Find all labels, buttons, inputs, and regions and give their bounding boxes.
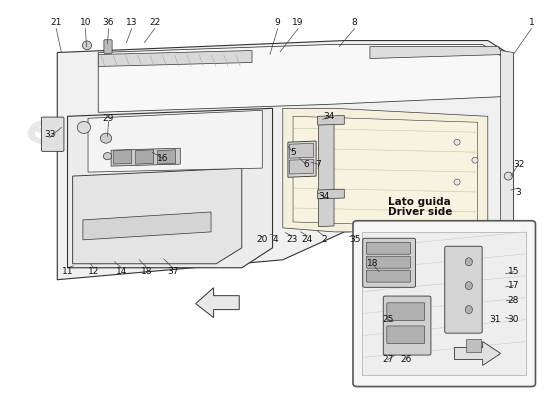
FancyBboxPatch shape — [363, 238, 416, 287]
FancyBboxPatch shape — [387, 303, 425, 320]
Polygon shape — [288, 141, 316, 177]
Text: Lato guida: Lato guida — [388, 197, 450, 207]
Text: 16: 16 — [157, 154, 168, 163]
Text: 7: 7 — [315, 160, 321, 169]
Ellipse shape — [465, 258, 472, 266]
Text: 24: 24 — [302, 235, 313, 244]
Text: 12: 12 — [87, 267, 99, 276]
Polygon shape — [98, 44, 508, 112]
Polygon shape — [289, 159, 314, 174]
Polygon shape — [114, 150, 131, 164]
FancyBboxPatch shape — [466, 339, 481, 352]
FancyBboxPatch shape — [387, 326, 425, 344]
Text: 17: 17 — [508, 281, 519, 290]
Polygon shape — [318, 189, 344, 199]
Text: 36: 36 — [103, 18, 114, 27]
Text: 35: 35 — [349, 235, 360, 244]
Polygon shape — [136, 150, 153, 164]
FancyBboxPatch shape — [366, 256, 410, 268]
Ellipse shape — [77, 122, 91, 134]
Polygon shape — [158, 150, 175, 164]
Text: 27: 27 — [382, 355, 394, 364]
Polygon shape — [283, 108, 488, 232]
Ellipse shape — [465, 282, 472, 290]
Polygon shape — [289, 143, 314, 158]
Text: 14: 14 — [116, 267, 127, 276]
Text: 3: 3 — [516, 188, 521, 196]
Text: 34: 34 — [318, 192, 329, 200]
Polygon shape — [454, 342, 500, 366]
Text: 19: 19 — [293, 18, 304, 27]
Polygon shape — [57, 40, 514, 280]
Text: 10: 10 — [80, 18, 91, 27]
Ellipse shape — [472, 157, 478, 163]
Polygon shape — [318, 120, 334, 227]
Polygon shape — [111, 148, 180, 166]
Polygon shape — [318, 116, 344, 125]
Text: 26: 26 — [400, 355, 411, 364]
Text: 4: 4 — [273, 235, 278, 244]
Text: 6: 6 — [303, 160, 309, 169]
Polygon shape — [98, 50, 252, 66]
Text: 34: 34 — [323, 112, 334, 121]
Text: 28: 28 — [508, 296, 519, 305]
Polygon shape — [88, 110, 262, 172]
FancyBboxPatch shape — [383, 296, 431, 355]
FancyBboxPatch shape — [353, 221, 536, 386]
Text: a passion for parts: a passion for parts — [96, 91, 234, 158]
Text: 25: 25 — [382, 315, 394, 324]
Text: 20: 20 — [257, 235, 268, 244]
Text: 30: 30 — [508, 315, 519, 324]
Text: 5: 5 — [290, 148, 296, 157]
Text: 15: 15 — [508, 267, 519, 276]
Text: 18: 18 — [141, 267, 153, 276]
Ellipse shape — [465, 306, 472, 314]
Ellipse shape — [103, 152, 112, 160]
Text: 9: 9 — [275, 18, 280, 27]
Text: 18: 18 — [367, 259, 378, 268]
Text: 31: 31 — [490, 315, 501, 324]
FancyBboxPatch shape — [104, 40, 112, 53]
Polygon shape — [362, 232, 526, 375]
Text: Driver side: Driver side — [388, 207, 452, 217]
Text: 23: 23 — [287, 235, 298, 244]
Text: 2: 2 — [321, 235, 327, 244]
Polygon shape — [196, 288, 239, 318]
FancyBboxPatch shape — [41, 117, 64, 151]
Ellipse shape — [454, 179, 460, 185]
Polygon shape — [73, 168, 242, 264]
Ellipse shape — [504, 172, 513, 180]
Text: eurospares: eurospares — [20, 107, 279, 245]
Polygon shape — [293, 116, 477, 228]
Text: 11: 11 — [62, 267, 73, 276]
Text: 32: 32 — [513, 160, 524, 169]
Text: 21: 21 — [51, 18, 62, 27]
Polygon shape — [370, 46, 503, 58]
Text: 33: 33 — [44, 130, 56, 139]
Ellipse shape — [100, 133, 112, 143]
Ellipse shape — [82, 41, 92, 50]
Polygon shape — [83, 212, 211, 240]
Text: 8: 8 — [351, 18, 358, 27]
Polygon shape — [68, 108, 273, 268]
Text: 13: 13 — [126, 18, 138, 27]
Ellipse shape — [454, 139, 460, 145]
FancyBboxPatch shape — [366, 270, 410, 282]
Polygon shape — [500, 50, 514, 224]
FancyBboxPatch shape — [366, 242, 410, 254]
Text: 29: 29 — [103, 114, 114, 123]
Text: 37: 37 — [167, 267, 178, 276]
Text: 22: 22 — [149, 18, 160, 27]
FancyBboxPatch shape — [445, 246, 482, 333]
Text: 1: 1 — [529, 18, 534, 27]
